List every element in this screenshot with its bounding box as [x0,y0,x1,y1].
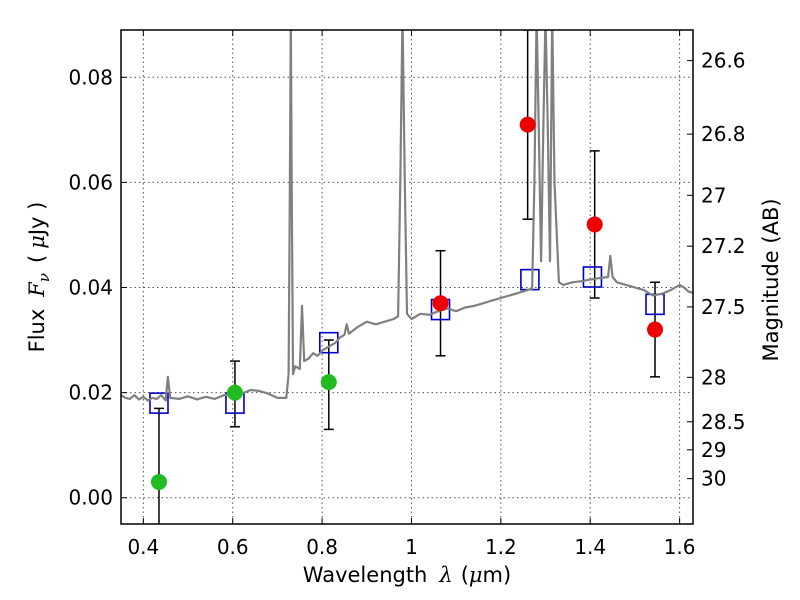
y-axis-label-subscript: ν [35,273,53,282]
model-square-point [149,392,169,414]
x-tick-label: 1 [405,535,418,559]
y-tick-label: 0.08 [68,65,113,89]
green-data-point [226,384,243,401]
plot-frame [120,29,694,525]
x-tick-label: 1.6 [664,535,696,559]
red-data-point [519,116,536,133]
y-axis-label-unit-rest: Jy ) [25,202,49,238]
x-tick-label: 0.8 [306,535,338,559]
x-axis-label-symbol: λ [438,563,452,587]
x-tick-label: 0.4 [127,535,159,559]
y-tick-label: 0.00 [68,486,113,510]
x-tick-label: 0.6 [217,535,249,559]
magnitude-tick-label: 26.6 [701,49,746,73]
model-square-point [318,331,339,354]
x-tick-label: 1.4 [574,535,606,559]
plot-area [121,30,693,524]
grid-lines [121,30,693,524]
y-axis-label-unit-mu: μ [25,235,49,249]
magnitude-tick-label: 26.8 [701,122,746,146]
red-data-point [586,216,603,233]
magnitude-tick-label: 27.5 [701,295,746,319]
red-data-point [432,295,449,312]
magnitude-tick-label: 29 [701,438,726,462]
magnitude-axis-label: Magnitude (AB) [759,198,783,361]
y-tick-label: 0.06 [68,170,113,194]
y-axis-label: Flux Fν ( μJy ) [25,202,53,353]
magnitude-tick-label: 27 [701,183,726,207]
x-axis-label: Wavelength λ (μm) [303,563,511,587]
magnitude-tick-label: 27.2 [701,234,746,258]
model-square-point [520,268,540,291]
spectrum-line [121,30,693,402]
y-axis-label-text: Flux [25,309,49,353]
y-tick-label: 0.02 [68,381,113,405]
green-data-point [150,473,167,490]
x-tick-label: 1.2 [485,535,517,559]
x-axis-label-unit-open: ( [461,563,469,587]
x-axis-label-text: Wavelength [303,563,428,587]
magnitude-tick-label: 30 [701,467,726,491]
x-axis-ticks: 0.4 0.6 0.8 1 1.2 1.4 1.6 [127,30,696,559]
magnitude-tick-label: 28 [701,365,726,389]
y-axis-label-unit-open: ( [25,255,49,263]
model-square-point [582,266,603,288]
y-axis-ticks: 0.00 0.02 0.04 0.06 0.08 [68,65,127,510]
green-data-point [320,374,337,391]
magnitude-tick-label: 28.5 [701,410,746,434]
magnitude-axis-ticks: 26.6 26.8 27 27.2 27.5 28 28.5 29 30 [687,49,746,491]
red-data-point [647,321,664,338]
y-axis-label-symbol: F [25,281,49,298]
y-tick-label: 0.04 [68,276,113,300]
x-axis-label-unit-rest: m) [483,563,512,587]
x-axis-label-unit-mu: μ [469,563,483,587]
